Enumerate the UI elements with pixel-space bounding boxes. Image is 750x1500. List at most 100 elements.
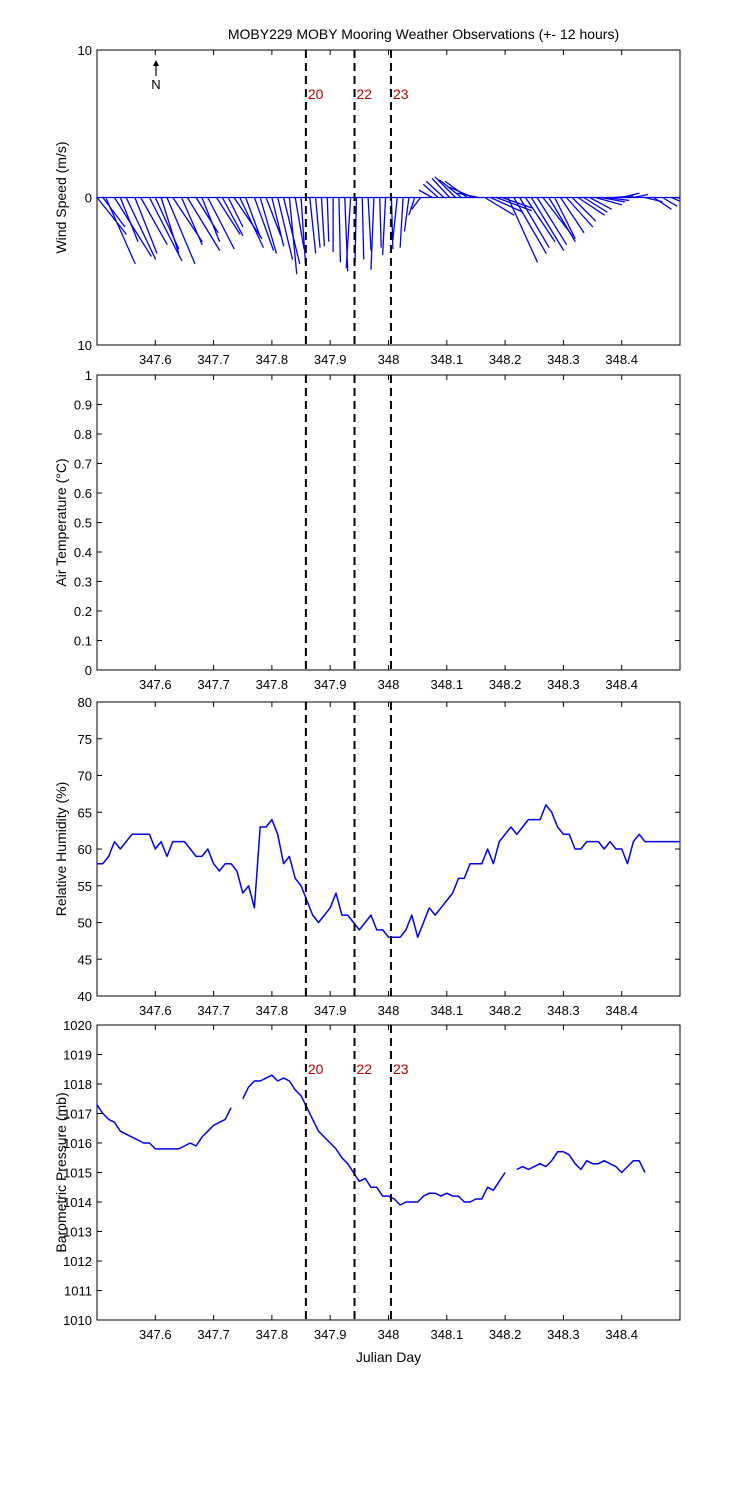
- wind-vector: [554, 197, 576, 240]
- x-tick-label: 347.8: [256, 1003, 289, 1018]
- wind-vector: [571, 197, 597, 222]
- x-tick-label: 347.7: [197, 1327, 230, 1342]
- wind-vector: [239, 197, 265, 248]
- wind-vector: [294, 197, 305, 250]
- x-tick-label: 348.4: [605, 677, 638, 692]
- y-tick-label: 10: [78, 338, 92, 353]
- x-tick-label: 347.8: [256, 677, 289, 692]
- x-tick-label: 348: [378, 1003, 400, 1018]
- y-axis-label: Wind Speed (m/s): [53, 141, 69, 253]
- y-tick-label: 70: [78, 769, 92, 784]
- x-tick-label: 348.3: [547, 677, 580, 692]
- x-tick-label: 347.8: [256, 1327, 289, 1342]
- y-axis-label: Relative Humidity (%): [53, 782, 69, 917]
- y-tick-label: 60: [78, 842, 92, 857]
- x-tick-label: 347.9: [314, 677, 347, 692]
- wind-vector: [484, 196, 515, 216]
- data-layer: [97, 1074, 646, 1206]
- axes-frame: [96, 374, 681, 671]
- x-tick-label: 348.3: [547, 1003, 580, 1018]
- north-arrow-head-icon: [153, 60, 159, 66]
- wind-vector: [134, 197, 158, 254]
- wind-vector: [595, 196, 623, 206]
- x-tick-label: 347.7: [197, 1003, 230, 1018]
- wind-vector: [559, 197, 585, 234]
- wind-vector: [607, 196, 630, 202]
- x-tick-label: 348.2: [489, 352, 522, 367]
- wind-vector: [113, 197, 152, 257]
- wind-vector: [201, 197, 221, 242]
- wind-vector: [536, 197, 568, 246]
- wind-vector: [438, 179, 462, 199]
- wind-vector: [186, 197, 221, 251]
- marker-label: 20: [308, 86, 324, 102]
- wind-vector: [548, 197, 576, 243]
- y-tick-label: 80: [78, 695, 92, 710]
- wind-vector: [271, 197, 285, 247]
- wind-vector: [367, 197, 372, 251]
- x-tick-label: 347.9: [314, 1003, 347, 1018]
- wind-vector: [148, 197, 183, 262]
- x-tick-label: 348.4: [605, 352, 638, 367]
- wind-vector: [245, 197, 262, 238]
- x-tick-label: 347.8: [256, 352, 289, 367]
- marker-label: 22: [357, 86, 373, 102]
- wind-vector: [507, 197, 539, 263]
- wind-vector: [180, 197, 203, 245]
- x-tick-label: 347.6: [139, 1327, 172, 1342]
- x-tick-label: 348.3: [547, 352, 580, 367]
- wind-vector: [119, 197, 139, 242]
- marker-label: 23: [393, 1061, 409, 1077]
- wind-vector: [662, 196, 678, 207]
- wind-vector: [361, 197, 365, 260]
- wind-vector: [105, 197, 136, 265]
- wind-vector: [259, 197, 278, 254]
- x-tick-label: 348.1: [431, 1003, 464, 1018]
- x-tick-label: 348: [378, 677, 400, 692]
- axes-frame: [96, 1024, 681, 1321]
- wind-vector: [392, 197, 398, 241]
- y-tick-label: 1014: [63, 1195, 92, 1210]
- y-tick-label: 0.5: [74, 516, 92, 531]
- y-tick-label: 55: [78, 879, 92, 894]
- x-tick-label: 348.1: [431, 352, 464, 367]
- y-tick-label: 1013: [63, 1225, 92, 1240]
- y-tick-label: 0.6: [74, 486, 92, 501]
- x-axis-label: Julian Day: [356, 1349, 421, 1365]
- wind-vector: [160, 197, 180, 254]
- wind-vector: [326, 197, 330, 242]
- wind-vector: [399, 197, 404, 248]
- y-tick-label: 1018: [63, 1077, 92, 1092]
- chart-panel-4: 347.6 347.7 347.8 347.9 348 348.1 348.2 348.3 34…: [53, 1018, 681, 1365]
- y-tick-label: 75: [78, 732, 92, 747]
- wind-vector: [676, 196, 680, 200]
- y-tick-label: 0.2: [74, 604, 92, 619]
- wind-vector: [345, 197, 352, 269]
- wind-vector: [490, 196, 524, 213]
- wind-vector: [422, 183, 439, 198]
- wind-vector: [288, 197, 298, 275]
- y-tick-label: 0.1: [74, 634, 92, 649]
- wind-vector: [633, 193, 649, 199]
- x-tick-label: 348: [378, 352, 400, 367]
- series-line: [97, 1104, 232, 1150]
- data-layer: [97, 804, 680, 938]
- wind-vector: [601, 196, 626, 203]
- wind-vector: [354, 197, 358, 266]
- y-tick-label: 1017: [63, 1107, 92, 1122]
- wind-vector: [653, 196, 672, 210]
- chart-panel-3: 347.6 347.7 347.8 347.9 348 348.1 348.2 348.3 34…: [53, 695, 681, 1018]
- y-tick-label: 1010: [63, 1313, 92, 1328]
- wind-vector: [300, 197, 307, 264]
- y-tick-label: 1019: [63, 1048, 92, 1063]
- y-tick-label: 1020: [63, 1018, 92, 1033]
- chart-panel-2: 347.6 347.7 347.8 347.9 348 348.1 348.2 348.3 34…: [53, 368, 681, 692]
- y-tick-label: 40: [78, 989, 92, 1004]
- series-line: [516, 1151, 646, 1174]
- axes-frame: [96, 701, 681, 997]
- wind-vector: [583, 196, 608, 213]
- wind-vector: [411, 197, 422, 210]
- y-tick-label: 0.7: [74, 457, 92, 472]
- wind-vector: [102, 197, 126, 228]
- wind-vector: [338, 197, 342, 263]
